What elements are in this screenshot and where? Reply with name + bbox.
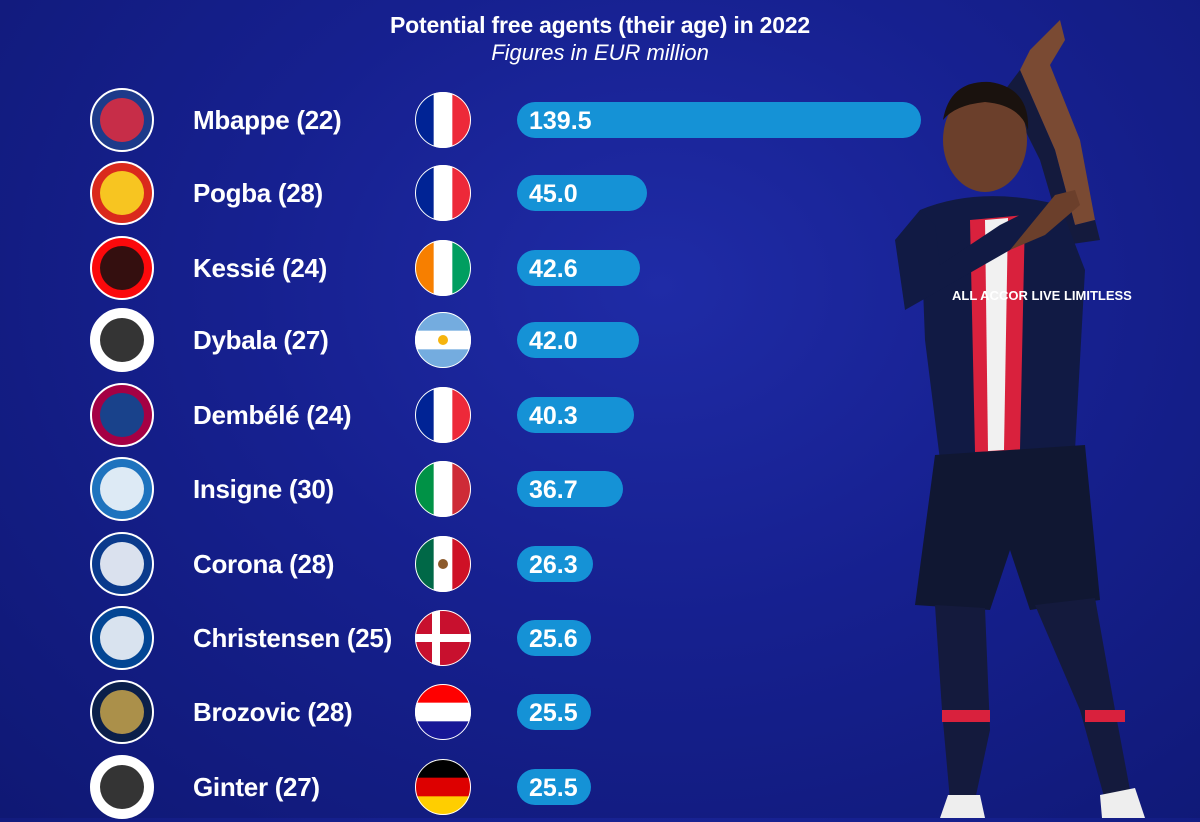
chart-row: Insigne (30) 36.7 — [0, 454, 960, 524]
bar: 25.6 — [517, 620, 591, 656]
mexico-flag-icon — [415, 536, 471, 592]
ac-milan-crest-icon — [90, 236, 154, 300]
germany-flag-icon — [415, 759, 471, 815]
chart-title: Potential free agents (their age) in 202… — [390, 12, 810, 38]
bar: 42.6 — [517, 250, 640, 286]
bar: 45.0 — [517, 175, 647, 211]
chart-subtitle: Figures in EUR million — [491, 40, 709, 65]
porto-crest-icon — [90, 532, 154, 596]
chart-row: Dybala (27) 42.0 — [0, 305, 960, 375]
napoli-crest-icon — [90, 457, 154, 521]
bar: 40.3 — [517, 397, 634, 433]
bar-value-label: 25.5 — [529, 699, 578, 727]
france-flag-icon — [415, 165, 471, 221]
bar-value-label: 26.3 — [529, 551, 578, 579]
chart-row: Mbappe (22) 139.5 — [0, 85, 960, 155]
bar: 139.5 — [517, 102, 921, 138]
manchester-united-crest-icon — [90, 161, 154, 225]
italy-flag-icon — [415, 461, 471, 517]
player-name-label: Pogba (28) — [193, 178, 323, 208]
bar-value-label: 40.3 — [529, 402, 578, 430]
argentina-flag-icon — [415, 312, 471, 368]
france-flag-icon — [415, 387, 471, 443]
shirt-sponsor-text: ALL ACCOR LIVE LIMITLESS — [952, 288, 1132, 303]
chart-row: Brozovic (28) 25.5 — [0, 677, 960, 747]
chart-row: Dembélé (24) 40.3 — [0, 380, 960, 450]
chart-row: Kessié (24) 42.6 — [0, 233, 960, 303]
croatia-flag-icon — [415, 684, 471, 740]
bar-value-label: 139.5 — [529, 107, 592, 135]
juventus-crest-icon — [90, 308, 154, 372]
bar: 42.0 — [517, 322, 639, 358]
chart-row: Ginter (27) 25.5 — [0, 752, 960, 822]
player-name-label: Kessié (24) — [193, 253, 327, 283]
chart-row: Pogba (28) 45.0 — [0, 158, 960, 228]
bar-value-label: 42.0 — [529, 327, 578, 355]
bar-value-label: 42.6 — [529, 255, 578, 283]
bar-value-label: 45.0 — [529, 180, 578, 208]
player-name-label: Mbappe (22) — [193, 105, 342, 135]
bar: 25.5 — [517, 694, 591, 730]
chart-row: Corona (28) 26.3 — [0, 529, 960, 599]
bar-value-label: 36.7 — [529, 476, 578, 504]
ivory-coast-flag-icon — [415, 240, 471, 296]
bar: 36.7 — [517, 471, 623, 507]
psg-crest-icon — [90, 88, 154, 152]
barcelona-crest-icon — [90, 383, 154, 447]
bar: 26.3 — [517, 546, 593, 582]
player-name-label: Christensen (25) — [193, 623, 392, 653]
player-name-label: Dembélé (24) — [193, 400, 352, 430]
inter-crest-icon — [90, 680, 154, 744]
france-flag-icon — [415, 92, 471, 148]
bar-value-label: 25.6 — [529, 625, 578, 653]
chart-row: Christensen (25) 25.6 — [0, 603, 960, 673]
denmark-flag-icon — [415, 610, 471, 666]
gladbach-crest-icon — [90, 755, 154, 819]
chelsea-crest-icon — [90, 606, 154, 670]
player-photo-icon: ALL ACCOR LIVE LIMITLESS — [895, 20, 1145, 818]
player-name-label: Dybala (27) — [193, 325, 329, 355]
player-name-label: Brozovic (28) — [193, 697, 353, 727]
bar-value-label: 25.5 — [529, 774, 578, 802]
player-name-label: Corona (28) — [193, 549, 335, 579]
bar: 25.5 — [517, 769, 591, 805]
player-name-label: Ginter (27) — [193, 772, 320, 802]
player-name-label: Insigne (30) — [193, 474, 334, 504]
